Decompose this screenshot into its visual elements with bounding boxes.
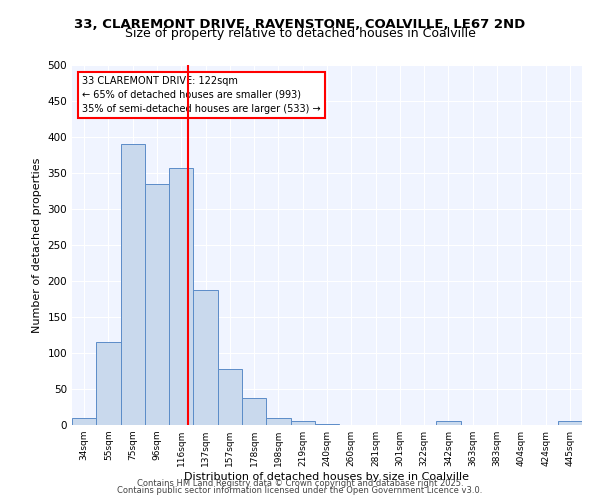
Bar [558,422,582,425]
Bar [193,290,218,425]
Bar [315,424,339,425]
Bar [266,418,290,425]
Bar [436,422,461,425]
Text: Size of property relative to detached houses in Coalville: Size of property relative to detached ho… [125,28,475,40]
Y-axis label: Number of detached properties: Number of detached properties [32,158,42,332]
Bar [72,418,96,425]
Bar [145,184,169,425]
Bar [96,342,121,425]
X-axis label: Distribution of detached houses by size in Coalville: Distribution of detached houses by size … [185,472,470,482]
Bar [169,168,193,425]
Text: 33 CLAREMONT DRIVE: 122sqm
← 65% of detached houses are smaller (993)
35% of sem: 33 CLAREMONT DRIVE: 122sqm ← 65% of deta… [82,76,321,114]
Text: 33, CLAREMONT DRIVE, RAVENSTONE, COALVILLE, LE67 2ND: 33, CLAREMONT DRIVE, RAVENSTONE, COALVIL… [74,18,526,30]
Text: Contains HM Land Registry data © Crown copyright and database right 2025.: Contains HM Land Registry data © Crown c… [137,478,463,488]
Bar [242,398,266,425]
Text: Contains public sector information licensed under the Open Government Licence v3: Contains public sector information licen… [118,486,482,495]
Bar [218,369,242,425]
Bar [121,144,145,425]
Bar [290,420,315,425]
